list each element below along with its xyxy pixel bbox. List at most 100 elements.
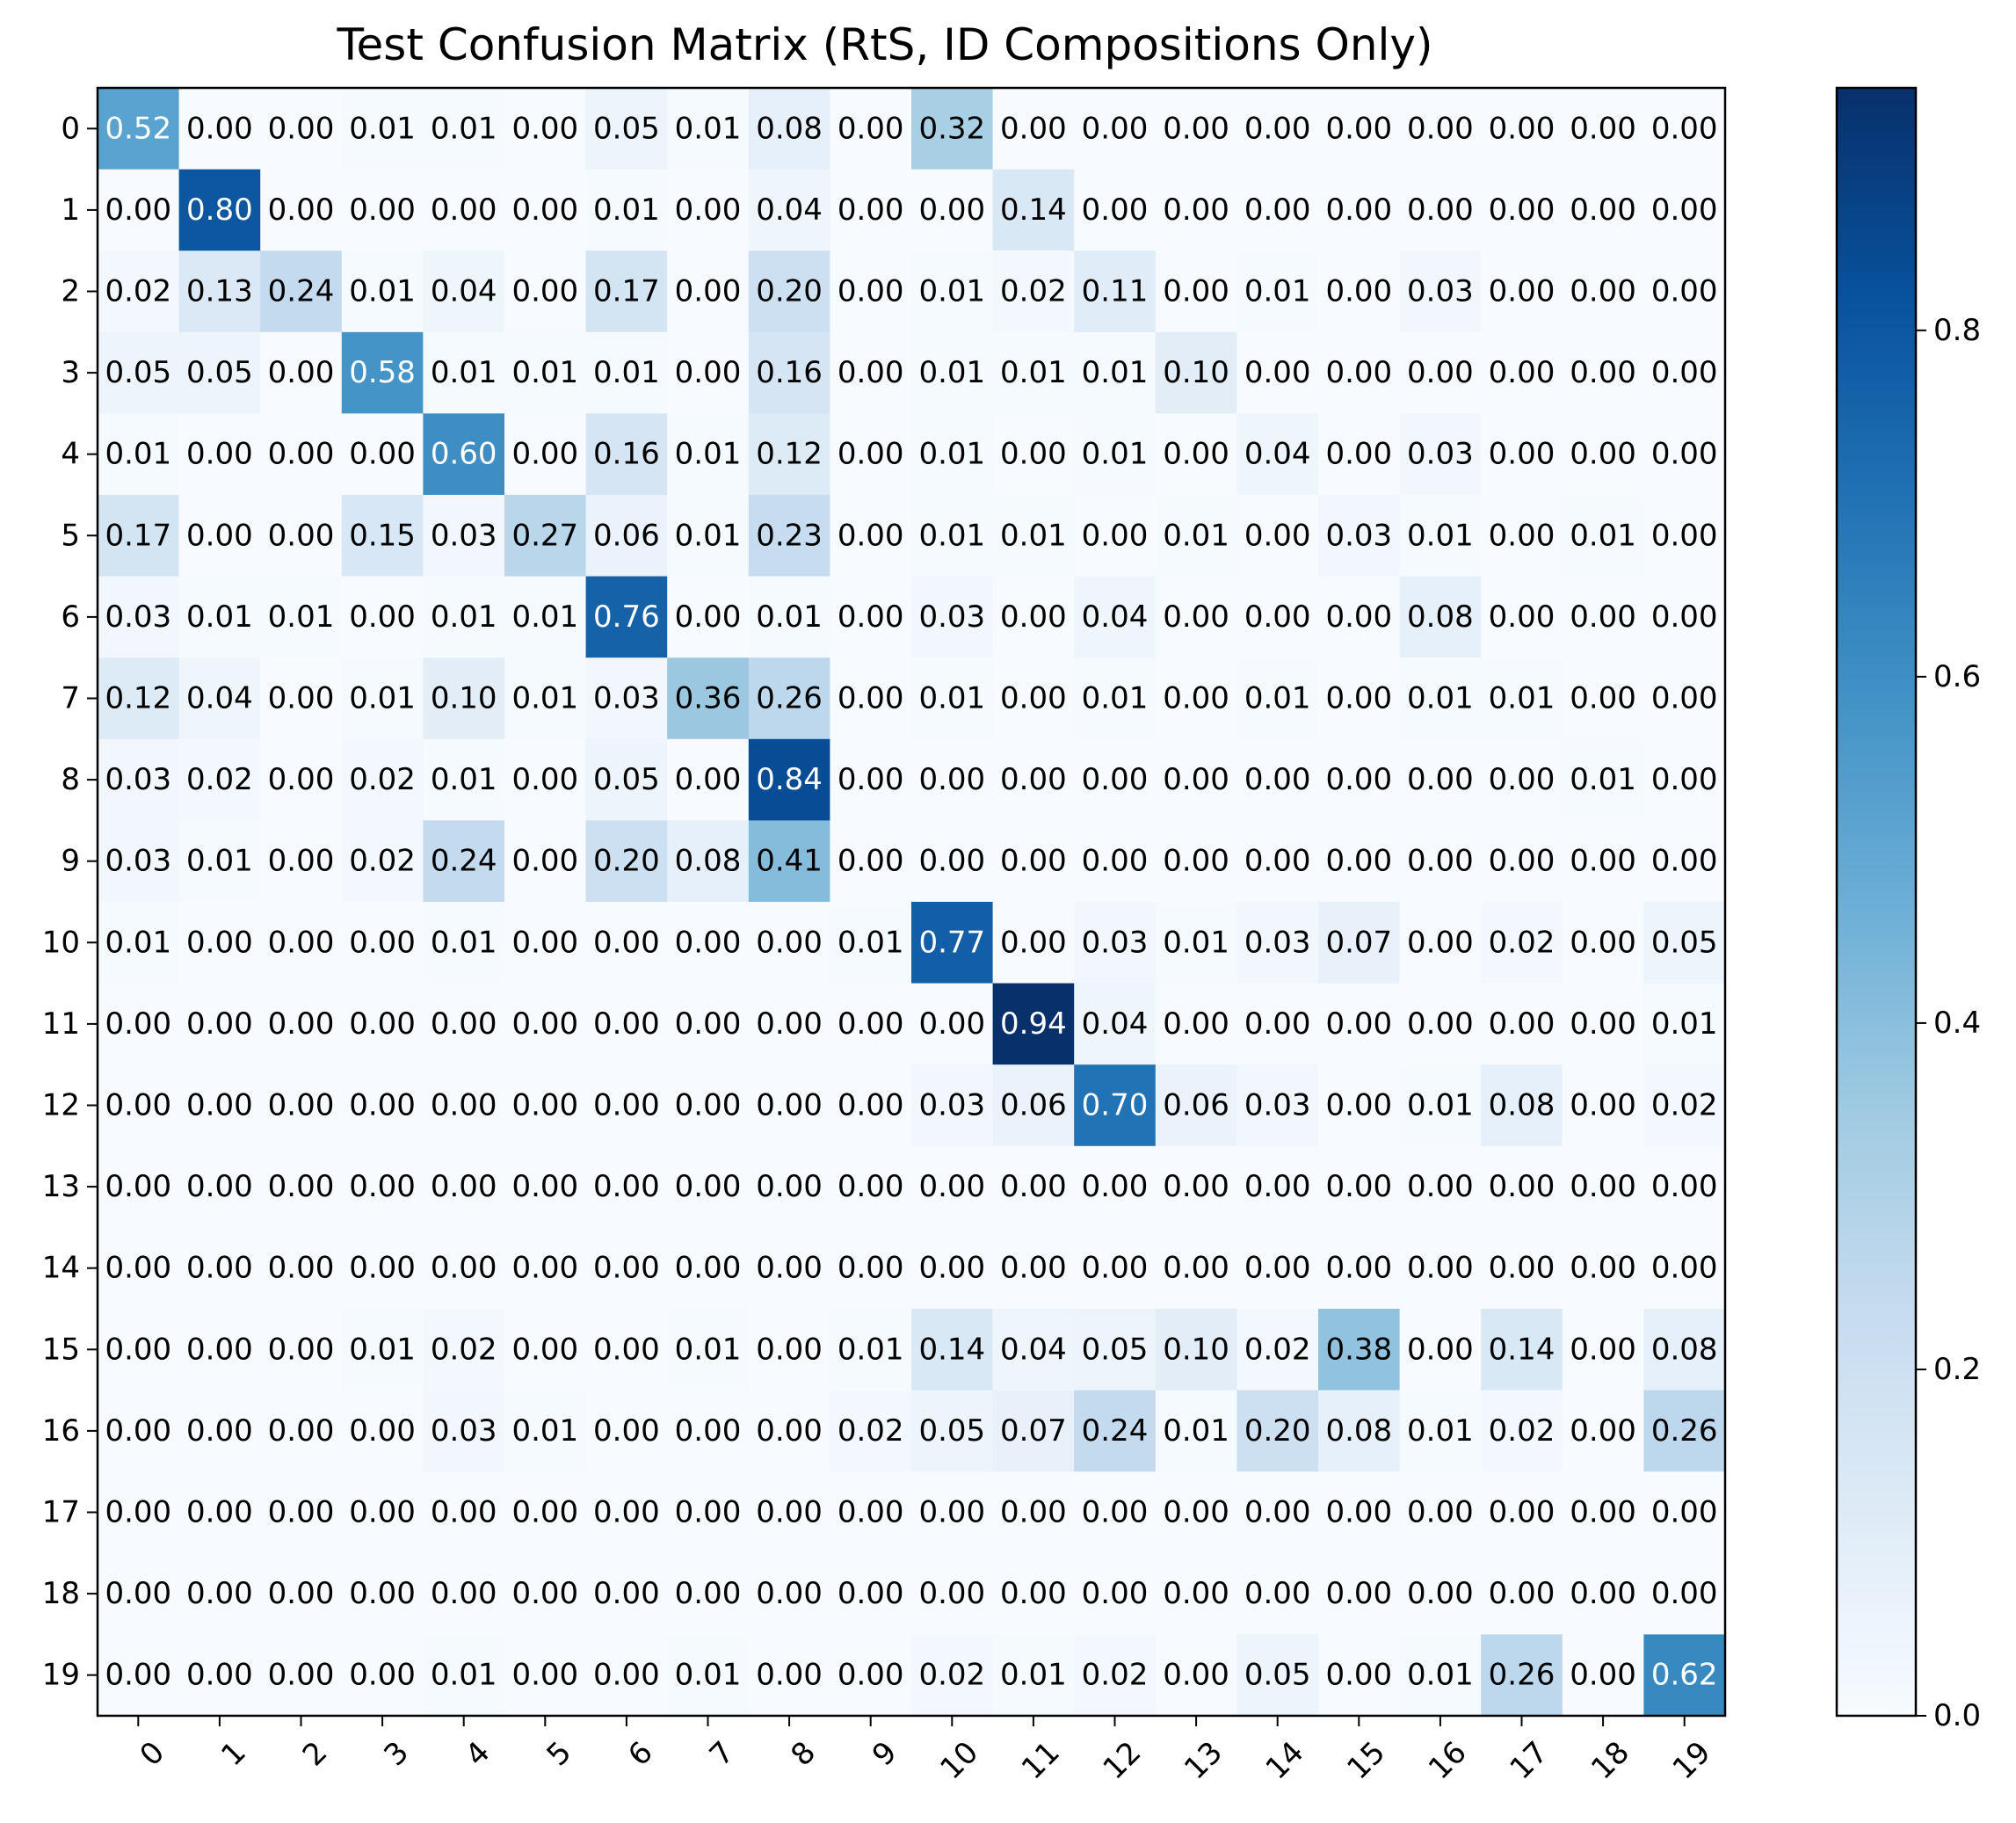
cell-label-5-18: 0.01 bbox=[1570, 518, 1636, 553]
cell-3-13 bbox=[1155, 331, 1237, 414]
colorbar bbox=[1835, 86, 1918, 1718]
cell-12-12 bbox=[1074, 1064, 1157, 1147]
cell-label-10-18: 0.00 bbox=[1570, 925, 1636, 960]
cell-label-8-3: 0.02 bbox=[349, 762, 416, 797]
cell-17-1 bbox=[178, 1471, 261, 1554]
cell-label-8-10: 0.00 bbox=[918, 762, 985, 797]
cell-5-1 bbox=[178, 495, 261, 577]
cell-label-11-18: 0.00 bbox=[1570, 1006, 1636, 1042]
cell-17-15 bbox=[1318, 1471, 1401, 1554]
cell-label-5-12: 0.00 bbox=[1082, 518, 1149, 553]
cell-3-10 bbox=[911, 331, 994, 414]
cell-label-10-11: 0.00 bbox=[1000, 925, 1067, 960]
cell-10-11 bbox=[992, 902, 1075, 984]
cell-label-14-2: 0.00 bbox=[268, 1251, 335, 1286]
cell-label-17-5: 0.00 bbox=[511, 1495, 578, 1530]
cell-label-18-9: 0.00 bbox=[838, 1576, 904, 1611]
cell-label-8-11: 0.00 bbox=[1000, 762, 1067, 797]
cell-label-11-19: 0.01 bbox=[1651, 1006, 1718, 1042]
cell-label-11-2: 0.00 bbox=[268, 1006, 335, 1042]
cell-0-18 bbox=[1562, 88, 1644, 171]
cell-18-16 bbox=[1399, 1552, 1482, 1635]
cell-8-11 bbox=[992, 738, 1075, 821]
cell-3-3 bbox=[341, 331, 424, 414]
cell-label-3-13: 0.10 bbox=[1163, 355, 1229, 390]
cell-18-14 bbox=[1236, 1552, 1319, 1635]
cell-label-8-2: 0.00 bbox=[268, 762, 335, 797]
cell-2-10 bbox=[911, 251, 994, 333]
cell-3-11 bbox=[992, 331, 1075, 414]
cell-label-14-8: 0.00 bbox=[756, 1251, 823, 1286]
cell-7-7 bbox=[667, 657, 750, 740]
cell-label-10-9: 0.01 bbox=[838, 925, 904, 960]
cell-5-5 bbox=[504, 495, 587, 577]
cell-label-3-18: 0.00 bbox=[1570, 355, 1636, 390]
cell-8-13 bbox=[1155, 738, 1237, 821]
cell-15-11 bbox=[992, 1309, 1075, 1391]
cell-label-9-13: 0.00 bbox=[1163, 844, 1229, 879]
cell-label-4-7: 0.01 bbox=[675, 437, 742, 472]
cell-8-16 bbox=[1399, 738, 1482, 821]
cell-6-14 bbox=[1236, 576, 1319, 658]
cell-0-15 bbox=[1318, 88, 1401, 171]
cell-17-5 bbox=[504, 1471, 587, 1554]
cell-2-5 bbox=[504, 251, 587, 333]
cell-label-10-3: 0.00 bbox=[349, 925, 416, 960]
cell-label-15-16: 0.00 bbox=[1407, 1332, 1474, 1367]
cell-19-5 bbox=[504, 1634, 587, 1717]
y-tick-label-17: 17 bbox=[42, 1495, 80, 1530]
cell-17-4 bbox=[423, 1471, 505, 1554]
cell-6-12 bbox=[1074, 576, 1157, 658]
cell-label-13-4: 0.00 bbox=[431, 1169, 497, 1204]
cell-label-11-5: 0.00 bbox=[511, 1006, 578, 1042]
cell-label-5-9: 0.00 bbox=[838, 518, 904, 553]
cell-label-6-10: 0.03 bbox=[918, 599, 985, 635]
x-tick-label-19: 19 bbox=[1666, 1735, 1718, 1787]
cell-label-16-9: 0.02 bbox=[838, 1413, 904, 1449]
cell-label-1-2: 0.00 bbox=[268, 192, 335, 228]
cell-16-1 bbox=[178, 1390, 261, 1472]
cell-14-10 bbox=[911, 1227, 994, 1310]
cell-label-14-10: 0.00 bbox=[918, 1251, 985, 1286]
cell-18-5 bbox=[504, 1552, 587, 1635]
cell-label-0-4: 0.01 bbox=[431, 111, 497, 146]
cell-label-16-11: 0.07 bbox=[1000, 1413, 1067, 1449]
cell-label-15-0: 0.00 bbox=[105, 1332, 171, 1367]
cell-0-8 bbox=[748, 88, 830, 171]
cell-9-10 bbox=[911, 820, 994, 903]
cell-15-19 bbox=[1643, 1309, 1726, 1391]
cell-16-11 bbox=[992, 1390, 1075, 1472]
cell-label-19-6: 0.00 bbox=[593, 1658, 660, 1693]
cell-15-16 bbox=[1399, 1309, 1482, 1391]
cell-label-5-13: 0.01 bbox=[1163, 518, 1229, 553]
cell-label-11-7: 0.00 bbox=[675, 1006, 742, 1042]
y-tick-label-8: 8 bbox=[61, 762, 80, 797]
cell-16-4 bbox=[423, 1390, 505, 1472]
cell-label-19-0: 0.00 bbox=[105, 1658, 171, 1693]
cell-6-7 bbox=[667, 576, 750, 658]
cell-label-16-13: 0.01 bbox=[1163, 1413, 1229, 1449]
cell-7-11 bbox=[992, 657, 1075, 740]
cell-label-1-4: 0.00 bbox=[431, 192, 497, 228]
cell-12-11 bbox=[992, 1064, 1075, 1147]
cell-label-2-15: 0.00 bbox=[1325, 274, 1392, 309]
cell-18-6 bbox=[585, 1552, 668, 1635]
cell-13-12 bbox=[1074, 1145, 1157, 1228]
cell-16-15 bbox=[1318, 1390, 1401, 1472]
cell-0-13 bbox=[1155, 88, 1237, 171]
cell-4-10 bbox=[911, 413, 994, 496]
cell-15-12 bbox=[1074, 1309, 1157, 1391]
cell-label-13-12: 0.00 bbox=[1082, 1169, 1149, 1204]
colorbar-tick-label-1: 0.2 bbox=[1933, 1352, 1981, 1387]
cell-18-3 bbox=[341, 1552, 424, 1635]
cell-10-4 bbox=[423, 902, 505, 984]
cell-6-19 bbox=[1643, 576, 1726, 658]
cell-label-9-18: 0.00 bbox=[1570, 844, 1636, 879]
cell-label-17-3: 0.00 bbox=[349, 1495, 416, 1530]
cell-1-0 bbox=[98, 169, 180, 251]
cell-14-18 bbox=[1562, 1227, 1644, 1310]
cell-10-18 bbox=[1562, 902, 1644, 984]
cell-4-1 bbox=[178, 413, 261, 496]
cell-11-6 bbox=[585, 983, 668, 1065]
cell-label-1-17: 0.00 bbox=[1489, 192, 1556, 228]
